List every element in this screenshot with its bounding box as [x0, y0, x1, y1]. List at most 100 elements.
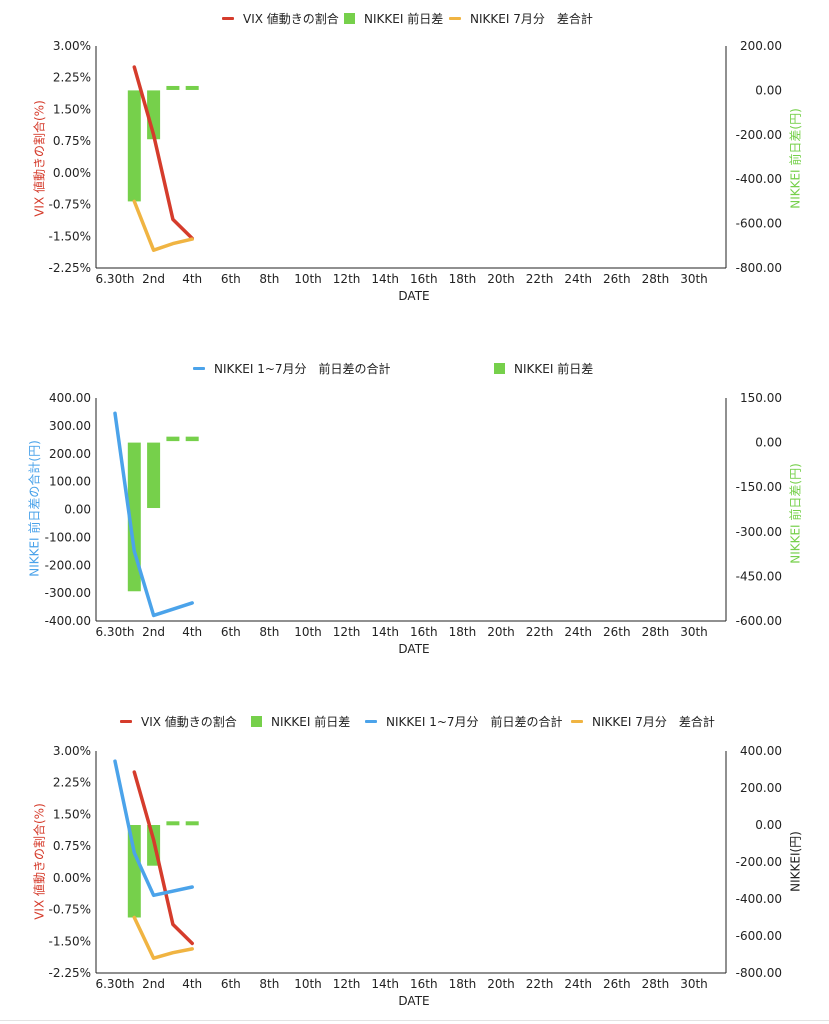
- y-axis-label-left: VIX 値動きの割合(%): [32, 100, 47, 217]
- y-tick-label-right: -800.00: [736, 261, 782, 275]
- y-axis-label-left: VIX 値動きの割合(%): [32, 803, 47, 920]
- page-divider: [0, 1020, 829, 1021]
- x-tick-label: 22th: [526, 977, 554, 991]
- x-tick-label: 6.30th: [95, 977, 134, 991]
- y-axis-label-right: NIKKEI 前日差(円): [788, 463, 803, 564]
- x-tick-label: 8th: [259, 272, 279, 286]
- x-tick-label: 28th: [642, 272, 670, 286]
- x-tick-label: 6th: [221, 977, 241, 991]
- legend-swatch-nikkei-bar: [344, 13, 355, 24]
- bar-nikkei-bar: [166, 821, 180, 826]
- y-tick-label-left: -200.00: [45, 558, 91, 572]
- line-vix: [132, 770, 194, 946]
- x-tick-label: 6th: [221, 625, 241, 639]
- legend-label: NIKKEI 1~7月分 前日差の合計: [386, 715, 563, 729]
- legend-label: VIX 値動きの割合: [243, 12, 339, 26]
- x-tick-label: 10th: [294, 977, 322, 991]
- x-tick-label: 22th: [526, 272, 554, 286]
- legend-item-vix: VIX 値動きの割合: [222, 10, 339, 27]
- y-tick-label-right: -300.00: [736, 525, 782, 539]
- y-tick-label-right: -200.00: [736, 855, 782, 869]
- y-tick-label-right: -600.00: [736, 614, 782, 628]
- bar-nikkei-bar: [185, 85, 199, 90]
- legend-item-nikkei7: NIKKEI 7月分 差合計: [449, 10, 593, 27]
- legend-label: NIKKEI 前日差: [514, 362, 594, 376]
- y-tick-label-left: -400.00: [45, 614, 91, 628]
- legend-swatch-vix: [222, 17, 234, 20]
- legend-label: NIKKEI 7月分 差合計: [470, 12, 593, 26]
- x-tick-label: 26th: [603, 977, 631, 991]
- y-tick-label-left: 1.50%: [53, 102, 91, 116]
- x-tick-label: 16th: [410, 977, 438, 991]
- y-tick-label-right: 150.00: [740, 391, 782, 405]
- y-axis-label-left: NIKKEI 前日差の合計(円): [27, 440, 42, 577]
- legend-label: NIKKEI 7月分 差合計: [592, 715, 715, 729]
- y-tick-label-left: 300.00: [49, 419, 91, 433]
- y-tick-label-right: 0.00: [755, 83, 782, 97]
- chart-plot: 400.00 300.00 200.00 100.00 0.00 -100.00 -200.…: [45, 391, 782, 656]
- y-tick-label-left: 0.00%: [53, 871, 91, 885]
- y-tick-label-right: 400.00: [740, 744, 782, 758]
- y-axis-label-right: NIKKEI(円): [788, 831, 803, 892]
- line-vix: [132, 65, 194, 241]
- y-tick-label-right: 200.00: [740, 781, 782, 795]
- legend-label: NIKKEI 1~7月分 前日差の合計: [214, 362, 391, 376]
- y-tick-label-left: 400.00: [49, 391, 91, 405]
- y-tick-label-left: -0.75%: [49, 903, 91, 917]
- x-tick-label: 20th: [487, 272, 515, 286]
- legend-item-nikkei-bar: NIKKEI 前日差: [494, 360, 593, 377]
- y-tick-label-left: -2.25%: [49, 966, 91, 980]
- bar-nikkei-bar: [127, 825, 141, 918]
- x-axis-label: DATE: [398, 289, 429, 303]
- legend-label: NIKKEI 前日差: [271, 715, 351, 729]
- x-tick-label: 20th: [487, 977, 515, 991]
- x-tick-label: 6th: [221, 272, 241, 286]
- bar-nikkei-bar: [185, 436, 199, 442]
- bar-nikkei-bar: [127, 442, 141, 592]
- x-tick-label: 24th: [564, 625, 592, 639]
- line-nikkei7: [132, 199, 194, 252]
- bar-nikkei-bar: [166, 436, 180, 442]
- y-tick-label-left: 2.25%: [53, 71, 91, 85]
- legend-swatch-nikkei7: [449, 17, 461, 20]
- legend-item-vix: VIX 値動きの割合: [120, 713, 237, 730]
- x-tick-label: 14th: [371, 625, 399, 639]
- y-tick-label-right: -400.00: [736, 172, 782, 186]
- x-tick-label: 8th: [259, 977, 279, 991]
- legend-item-nikkei7: NIKKEI 7月分 差合計: [571, 713, 715, 730]
- legend-swatch-nikkei7: [571, 720, 583, 723]
- legend-label: VIX 値動きの割合: [141, 715, 237, 729]
- y-tick-label-right: 200.00: [740, 39, 782, 53]
- y-tick-label-right: -800.00: [736, 966, 782, 980]
- x-axis-label: DATE: [398, 994, 429, 1008]
- x-tick-label: 20th: [487, 625, 515, 639]
- x-tick-label: 6.30th: [95, 272, 134, 286]
- legend-swatch-nikkei-bar: [251, 716, 262, 727]
- bar-nikkei-bar: [147, 442, 161, 509]
- y-tick-label-left: -1.50%: [49, 934, 91, 948]
- legend-item-nikkei-sum: NIKKEI 1~7月分 前日差の合計: [365, 713, 563, 730]
- legend-item-nikkei-bar: NIKKEI 前日差: [344, 10, 443, 27]
- legend-swatch-nikkei-bar: [494, 363, 505, 374]
- legend-item-nikkei-bar: NIKKEI 前日差: [251, 713, 350, 730]
- y-tick-label-left: 0.00: [64, 503, 91, 517]
- y-axis-label-right: NIKKEI 前日差(円): [788, 108, 803, 209]
- legend: NIKKEI 1~7月分 前日差の合計 NIKKEI 前日差: [0, 360, 829, 380]
- x-tick-label: 26th: [603, 272, 631, 286]
- y-tick-label-left: -100.00: [45, 530, 91, 544]
- bar-nikkei-bar: [185, 821, 199, 826]
- y-tick-label-right: 0.00: [755, 436, 782, 450]
- x-tick-label: 24th: [564, 272, 592, 286]
- x-tick-label: 28th: [642, 977, 670, 991]
- y-tick-label-right: -450.00: [736, 569, 782, 583]
- y-tick-label-left: 0.75%: [53, 839, 91, 853]
- line-nikkei7: [132, 915, 194, 960]
- y-tick-label-right: -600.00: [736, 929, 782, 943]
- y-tick-label-left: 3.00%: [53, 744, 91, 758]
- legend: VIX 値動きの割合 NIKKEI 前日差 NIKKEI 7月分 差合計: [0, 10, 829, 30]
- x-tick-label: 4th: [182, 625, 202, 639]
- y-tick-label-right: 0.00: [755, 818, 782, 832]
- chart-combined: VIX 値動きの割合 NIKKEI 前日差 NIKKEI 1~7月分 前日差の合…: [0, 703, 829, 1018]
- x-tick-label: 16th: [410, 625, 438, 639]
- x-tick-label: 10th: [294, 272, 322, 286]
